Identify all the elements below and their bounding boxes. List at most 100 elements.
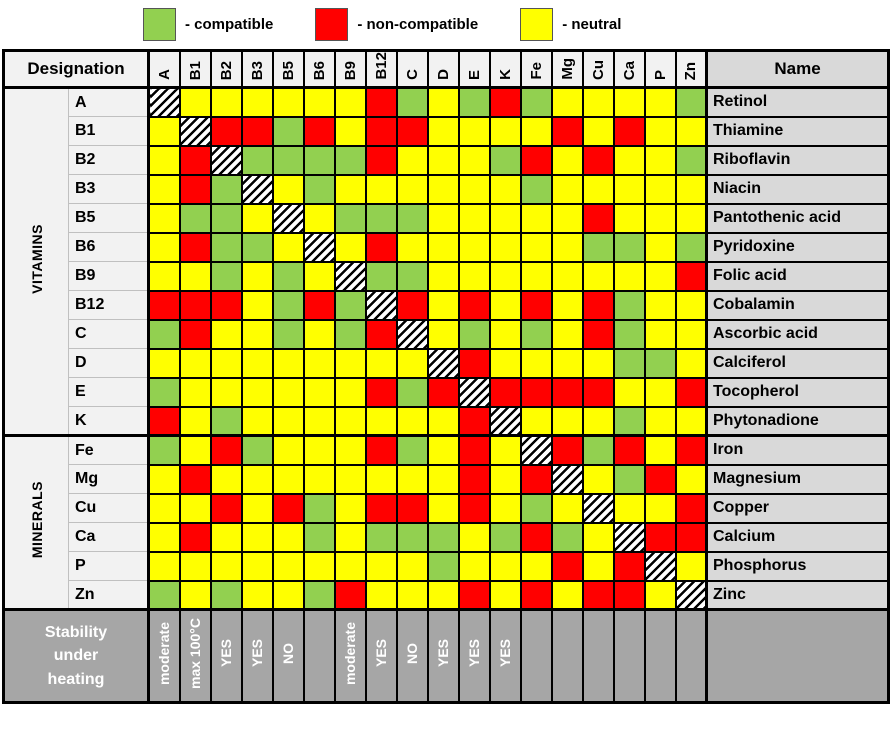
cell-K-Mg-neutral	[550, 405, 584, 437]
cell-Zn-P-neutral	[643, 579, 677, 611]
cell-E-B1-neutral	[178, 376, 212, 408]
row-P: P Phosphorus	[4, 550, 890, 582]
header-row: Designation A B1 B2 B3 B5 B6 B9 B12 C D E K Fe Mg Cu Ca…	[2, 49, 890, 89]
cell-B5-B2-compatible	[209, 202, 243, 234]
cell-C-B2-neutral	[209, 318, 243, 350]
cell-B6-B12-non-compatible	[364, 231, 398, 263]
cell-B12-B5-compatible	[271, 289, 305, 321]
cell-B2-P-neutral	[643, 144, 677, 176]
col-header-Fe: Fe	[519, 49, 553, 89]
cell-B2-Ca-neutral	[612, 144, 646, 176]
cell-Zn-B6-compatible	[302, 579, 336, 611]
cell-P-D-compatible	[426, 550, 460, 582]
cell-D-B3-neutral	[240, 347, 274, 379]
row-name-B6: Pyridoxine	[705, 231, 890, 263]
cell-B5-B5-self	[271, 202, 305, 234]
cell-B6-Fe-neutral	[519, 231, 553, 263]
cell-Cu-B6-compatible	[302, 492, 336, 524]
cell-Cu-Cu-self	[581, 492, 615, 524]
cell-B2-Mg-neutral	[550, 144, 584, 176]
cell-B12-B6-non-compatible	[302, 289, 336, 321]
row-designation-B5: B5	[68, 203, 149, 233]
cell-D-B9-neutral	[333, 347, 367, 379]
cell-B3-Cu-neutral	[581, 173, 615, 205]
cell-B2-B1-non-compatible	[178, 144, 212, 176]
cell-K-E-non-compatible	[457, 405, 491, 437]
stability-value-B6	[302, 608, 336, 704]
cell-B9-P-neutral	[643, 260, 677, 292]
cell-B1-C-non-compatible	[395, 115, 429, 147]
cell-E-K-non-compatible	[488, 376, 522, 408]
cell-P-A-neutral	[147, 550, 181, 582]
cell-C-B6-neutral	[302, 318, 336, 350]
stability-value-B9: moderate	[333, 608, 367, 704]
cell-B6-Mg-neutral	[550, 231, 584, 263]
cell-B12-K-neutral	[488, 289, 522, 321]
cell-K-C-neutral	[395, 405, 429, 437]
row-designation-B2: B2	[68, 145, 149, 175]
group-label-minerals: MINERALS	[3, 434, 69, 610]
cell-B9-B6-neutral	[302, 260, 336, 292]
cell-B1-D-neutral	[426, 115, 460, 147]
cell-B1-Mg-non-compatible	[550, 115, 584, 147]
col-header-K: K	[488, 49, 522, 89]
cell-Fe-B12-non-compatible	[364, 434, 398, 466]
cell-B1-Fe-neutral	[519, 115, 553, 147]
row-designation-D: D	[68, 348, 149, 378]
col-header-Mg: Mg	[550, 49, 584, 89]
cell-Zn-Mg-neutral	[550, 579, 584, 611]
cell-Fe-K-neutral	[488, 434, 522, 466]
cell-B5-B3-neutral	[240, 202, 274, 234]
row-name-Cu: Copper	[705, 492, 890, 524]
cell-Fe-Cu-compatible	[581, 434, 615, 466]
cell-Cu-P-neutral	[643, 492, 677, 524]
cell-B6-Ca-compatible	[612, 231, 646, 263]
stability-value-A: moderate	[147, 608, 181, 704]
cell-Ca-Ca-self	[612, 521, 646, 553]
cell-E-Fe-non-compatible	[519, 376, 553, 408]
cell-D-Mg-neutral	[550, 347, 584, 379]
row-B2: B2 Riboflavin	[4, 144, 890, 176]
group-label-vitamins: VITAMINS	[3, 86, 69, 436]
row-name-K: Phytonadione	[705, 405, 890, 437]
stability-value-B3: YES	[240, 608, 274, 704]
cell-A-K-non-compatible	[488, 86, 522, 118]
cell-B6-Cu-compatible	[581, 231, 615, 263]
cell-E-Zn-non-compatible	[674, 376, 708, 408]
row-name-Zn: Zinc	[705, 579, 890, 611]
cell-A-D-neutral	[426, 86, 460, 118]
col-header-Ca: Ca	[612, 49, 646, 89]
cell-P-B12-neutral	[364, 550, 398, 582]
cell-Cu-Mg-neutral	[550, 492, 584, 524]
cell-P-B5-neutral	[271, 550, 305, 582]
cell-B2-Fe-non-compatible	[519, 144, 553, 176]
cell-Cu-Zn-non-compatible	[674, 492, 708, 524]
cell-C-A-compatible	[147, 318, 181, 350]
cell-P-Mg-non-compatible	[550, 550, 584, 582]
cell-B1-B1-self	[178, 115, 212, 147]
cell-B9-Mg-neutral	[550, 260, 584, 292]
cell-Fe-B5-neutral	[271, 434, 305, 466]
cell-Fe-B2-non-compatible	[209, 434, 243, 466]
cell-C-Ca-compatible	[612, 318, 646, 350]
cell-B12-B3-neutral	[240, 289, 274, 321]
row-designation-Fe: Fe	[68, 434, 149, 465]
cell-E-D-non-compatible	[426, 376, 460, 408]
cell-C-B1-non-compatible	[178, 318, 212, 350]
cell-P-Ca-non-compatible	[612, 550, 646, 582]
cell-Cu-C-non-compatible	[395, 492, 429, 524]
cell-Mg-K-neutral	[488, 463, 522, 495]
row-name-B3: Niacin	[705, 173, 890, 205]
cell-Ca-B2-neutral	[209, 521, 243, 553]
cell-Ca-C-compatible	[395, 521, 429, 553]
cell-Ca-P-non-compatible	[643, 521, 677, 553]
cell-B12-B12-self	[364, 289, 398, 321]
cell-C-Cu-non-compatible	[581, 318, 615, 350]
col-header-B3: B3	[240, 49, 274, 89]
cell-Fe-B1-neutral	[178, 434, 212, 466]
cell-K-B9-neutral	[333, 405, 367, 437]
cell-E-B3-neutral	[240, 376, 274, 408]
cell-Ca-B6-compatible	[302, 521, 336, 553]
stability-value-D: YES	[426, 608, 460, 704]
cell-B3-P-neutral	[643, 173, 677, 205]
